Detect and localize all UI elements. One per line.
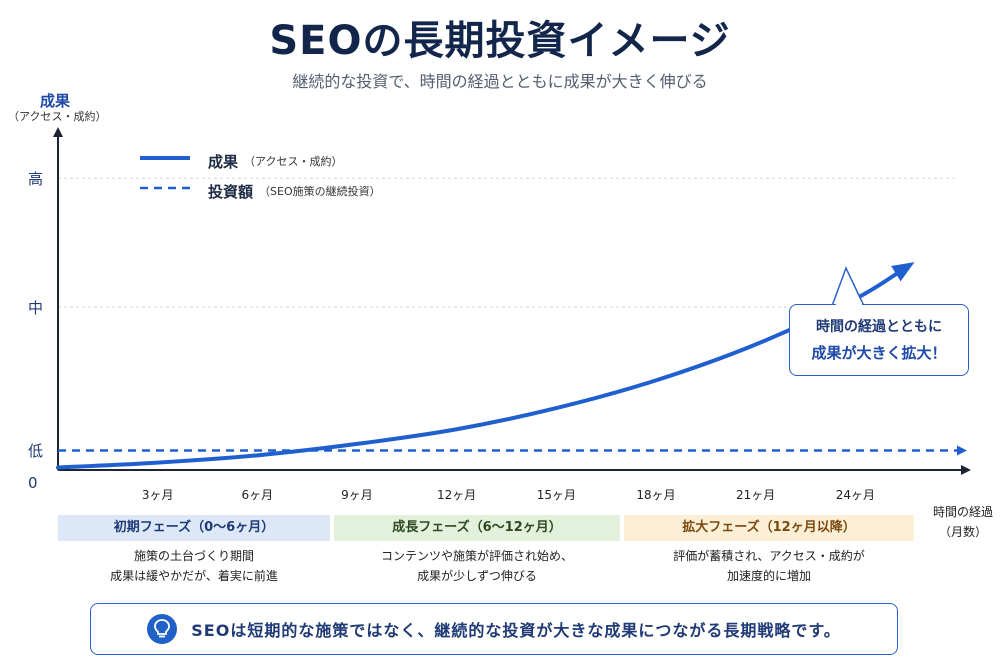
callout-box: 時間の経過とともに 成果が大きく拡大！: [789, 304, 969, 376]
x-tick-label: 24ヶ月: [835, 488, 875, 502]
page-subtitle: 継続的な投資で、時間の経過とともに成果が大きく伸びる: [292, 72, 708, 91]
y-tick-label: 高: [28, 170, 44, 189]
lightbulb-icon: [147, 614, 178, 644]
x-tick-label: 15ヶ月: [536, 488, 576, 502]
phase-growth-bar: 成長フェーズ（6〜12ヶ月）: [334, 515, 620, 541]
x-tick-label: 18ヶ月: [636, 488, 676, 502]
series-layer: [56, 262, 967, 470]
y-axis-sublabel: （アクセス・成約）: [8, 110, 107, 123]
callout-pointer: [830, 266, 866, 307]
legend-item-performance: 成果 （アクセス・成約）: [208, 152, 343, 171]
x-tick-label: 12ヶ月: [437, 488, 477, 502]
y-tick-label: 0: [28, 474, 38, 492]
phase-initial-bar: 初期フェーズ（0〜6ヶ月）: [58, 515, 330, 541]
page-title: SEOの長期投資イメージ: [269, 18, 731, 64]
x-tick-label: 3ヶ月: [141, 488, 174, 502]
summary-text: SEOは短期的な施策ではなく、継続的な投資が大きな成果につながる長期戦略です。: [191, 621, 841, 640]
x-tick-label: 21ヶ月: [736, 488, 776, 502]
phase-initial-desc: 施策の土台づくり期間 成果は緩やかだが、着実に前進: [110, 549, 278, 583]
phase-expansion-bar: 拡大フェーズ（12ヶ月以降）: [624, 515, 914, 541]
summary-box: SEOは短期的な施策ではなく、継続的な投資が大きな成果につながる長期戦略です。: [90, 603, 898, 655]
y-tick-label: 低: [28, 442, 44, 461]
x-tick-label: 9ヶ月: [341, 488, 373, 502]
callout-pointer-joint: [836, 302, 862, 306]
x-axis-label: 時間の経過 （月数）: [932, 505, 993, 539]
callout-line1: 時間の経過とともに: [816, 319, 942, 335]
y-axis-label: 成果: [40, 92, 71, 110]
y-tick-label: 中: [28, 299, 44, 317]
callout-line2: 成果が大きく拡大！: [811, 344, 947, 362]
series-line-performance: [56, 262, 915, 470]
x-tick-label: 6ヶ月: [241, 488, 274, 502]
legend: 成果 （アクセス・成約） 投資額 （SEO施策の継続投資）: [140, 146, 381, 206]
phase-growth-desc: コンテンツや施策が評価され始め、 成果が少しずつ伸びる: [380, 549, 573, 583]
phase-expansion-desc: 評価が蓄積され、アクセス・成約が 加速度的に増加: [673, 549, 865, 583]
legend-item-investment: 投資額 （SEO施策の継続投資）: [208, 182, 381, 201]
